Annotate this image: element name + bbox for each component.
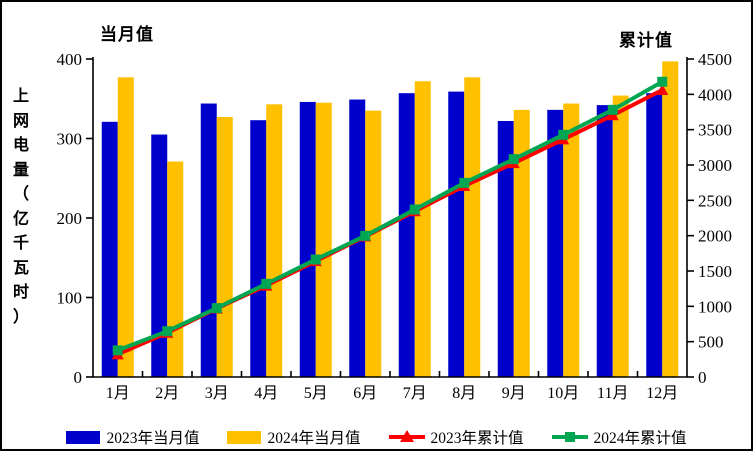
right-axis-tick-label: 500 (698, 333, 724, 352)
legend-swatch-2023-cumulative (388, 430, 425, 444)
left-axis-top-title: 当月值 (100, 25, 154, 45)
bar-2024年当月值-8月 (464, 77, 481, 377)
bar-2023年当月值-5月 (299, 101, 316, 378)
marker-square-2024年累计值-11月 (607, 104, 618, 115)
right-axis-tick-label: 4500 (698, 50, 732, 69)
bar-2023年当月值-3月 (200, 103, 217, 378)
bar-2024年当月值-6月 (365, 110, 382, 378)
bar-2024年当月值-1月 (117, 77, 134, 377)
marker-square-2024年累计值-12月 (657, 76, 668, 87)
bar-2023年当月值-12月 (646, 93, 663, 377)
marker-square-2024年累计值-6月 (360, 230, 371, 241)
bar-2024年当月值-5月 (315, 102, 332, 377)
left-axis-tick-label: 200 (57, 209, 83, 228)
x-axis-month-label: 8月 (452, 385, 476, 402)
legend-label-2024-cumulative: 2024年累计值 (593, 430, 687, 447)
marker-square-2024年累计值-8月 (459, 177, 470, 188)
line-2024年累计值 (117, 80, 664, 353)
x-axis-month-label: 10月 (547, 385, 579, 402)
right-axis-tick-label: 3500 (698, 121, 732, 140)
marker-square-2024年累计值-3月 (211, 303, 222, 314)
x-axis-month-label: 7月 (403, 385, 427, 402)
x-axis-month-label: 12月 (646, 385, 678, 402)
legend-swatch-2024-cumulative (551, 430, 588, 444)
right-axis-tick-label: 3000 (698, 156, 732, 175)
marker-square-2024年累计值-5月 (310, 254, 321, 265)
bar-2024年当月值-9月 (513, 109, 530, 377)
legend-swatch-2023-monthly (66, 430, 101, 444)
marker-square-2024年累计值-4月 (261, 278, 272, 289)
bar-2023年当月值-8月 (448, 91, 465, 377)
x-axis-month-label: 9月 (502, 385, 526, 402)
triangle-marker-icon (399, 430, 414, 442)
bar-2023年当月值-11月 (596, 105, 613, 378)
bar-2023年当月值-9月 (497, 121, 514, 377)
marker-square-2024年累计值-7月 (409, 204, 420, 215)
square-marker-icon (564, 432, 575, 442)
bar-2024年当月值-7月 (414, 81, 431, 377)
left-axis-tick-label: 400 (57, 50, 83, 69)
x-axis-month-label: 11月 (597, 385, 628, 402)
bar-2023年当月值-4月 (250, 120, 267, 377)
legend-label-2024-monthly: 2024年当月值 (267, 430, 361, 447)
bar-2024年当月值-10月 (563, 103, 580, 378)
x-axis-month-label: 4月 (254, 385, 278, 402)
bar-2024年当月值-12月 (662, 61, 679, 377)
legend-label-2023-cumulative: 2023年累计值 (430, 430, 524, 447)
right-axis-tick-label: 2500 (698, 191, 732, 210)
legend-item-2023-monthly: 2023年当月值 (66, 426, 199, 448)
y-axis-title-vertical: 上网电量（亿千瓦时） (12, 86, 29, 326)
bar-2024年当月值-4月 (266, 104, 283, 377)
x-axis-month-label: 3月 (205, 385, 229, 402)
marker-square-2024年累计值-1月 (112, 345, 123, 356)
left-axis-tick-label: 300 (57, 130, 83, 149)
x-axis-month-label: 1月 (106, 385, 130, 402)
x-axis-month-label: 2月 (155, 385, 179, 402)
right-axis-tick-label: 1500 (698, 262, 732, 281)
marker-square-2024年累计值-9月 (508, 154, 519, 165)
right-axis-tick-label: 1000 (698, 297, 732, 316)
legend-item-2023-cumulative: 2023年累计值 (388, 426, 524, 448)
left-axis-tick-label: 100 (57, 289, 83, 308)
marker-square-2024年累计值-10月 (558, 129, 569, 140)
bar-2023年当月值-10月 (547, 109, 564, 377)
right-axis-tick-label: 2000 (698, 227, 732, 246)
legend-swatch-2024-monthly (227, 430, 262, 444)
legend-item-2024-cumulative: 2024年累计值 (551, 426, 687, 448)
bar-2024年当月值-11月 (612, 95, 629, 377)
x-axis-month-label: 6月 (353, 385, 377, 402)
bar-2023年当月值-2月 (151, 134, 168, 377)
bar-2023年当月值-1月 (101, 121, 118, 378)
right-axis-top-title: 累计值 (619, 31, 673, 51)
bar-2024年当月值-3月 (216, 117, 233, 377)
marker-square-2024年累计值-2月 (162, 326, 173, 337)
marker-triangle-2023年累计值-12月 (656, 84, 669, 96)
chart-legend: 2023年当月值 2024年当月值 2023年累计值 2024年累计值 (0, 425, 753, 449)
left-axis-tick-label: 0 (74, 368, 83, 387)
x-axis-month-label: 5月 (304, 385, 328, 402)
legend-item-2024-monthly: 2024年当月值 (227, 426, 361, 448)
legend-label-2023-monthly: 2023年当月值 (106, 430, 200, 447)
bar-2023年当月值-7月 (398, 93, 415, 377)
right-axis-tick-label: 0 (698, 368, 707, 387)
right-axis-tick-label: 4000 (698, 85, 732, 104)
bar-2024年当月值-2月 (167, 161, 184, 377)
